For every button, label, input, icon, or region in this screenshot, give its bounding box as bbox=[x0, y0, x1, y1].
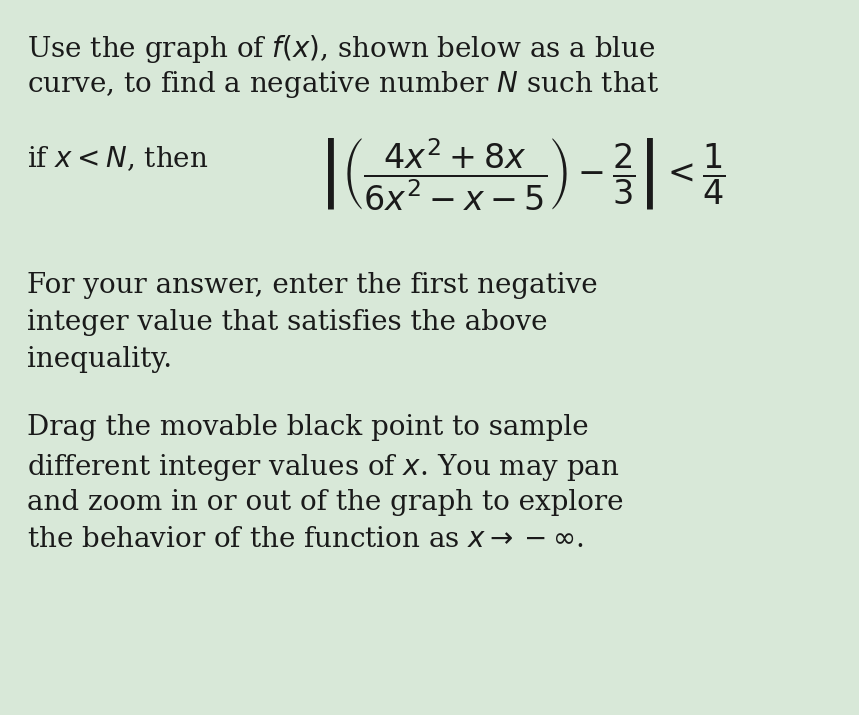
Text: the behavior of the function as $x \rightarrow -\infty$.: the behavior of the function as $x \righ… bbox=[27, 526, 584, 553]
Text: $\left|\left(\dfrac{4x^2+8x}{6x^2-x-5}\right)-\dfrac{2}{3}\right|<\dfrac{1}{4}$: $\left|\left(\dfrac{4x^2+8x}{6x^2-x-5}\r… bbox=[318, 137, 726, 213]
Text: curve, to find a negative number $N$ such that: curve, to find a negative number $N$ suc… bbox=[27, 69, 660, 100]
Text: Drag the movable black point to sample: Drag the movable black point to sample bbox=[27, 415, 588, 441]
Text: Use the graph of $f(x)$, shown below as a blue: Use the graph of $f(x)$, shown below as … bbox=[27, 34, 655, 66]
Text: inequality.: inequality. bbox=[27, 346, 172, 373]
Text: For your answer, enter the first negative: For your answer, enter the first negativ… bbox=[27, 272, 598, 299]
Text: if $x < N$, then: if $x < N$, then bbox=[27, 144, 209, 173]
Text: different integer values of $x$. You may pan: different integer values of $x$. You may… bbox=[27, 451, 619, 483]
Text: and zoom in or out of the graph to explore: and zoom in or out of the graph to explo… bbox=[27, 488, 624, 516]
Text: integer value that satisfies the above: integer value that satisfies the above bbox=[27, 309, 547, 336]
